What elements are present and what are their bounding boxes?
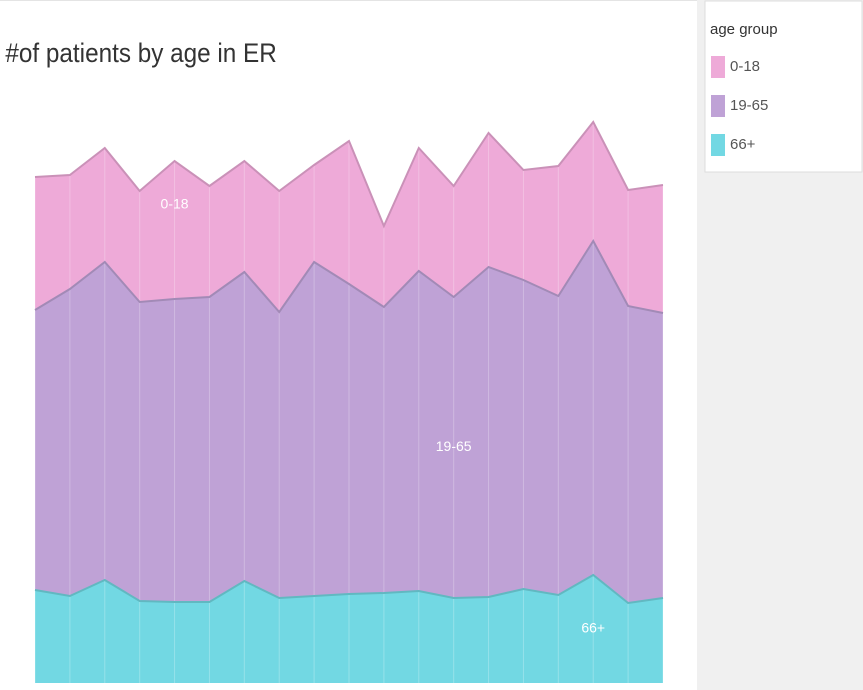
legend-swatch [711, 56, 725, 78]
legend-title: age group [710, 21, 778, 38]
area-line [34, 120, 664, 229]
area-label: 66+ [581, 620, 605, 636]
area-label: 0-18 [161, 196, 189, 212]
legend-swatch [711, 134, 725, 156]
area-label: 19-65 [436, 438, 472, 454]
legend-label: 0-18 [730, 58, 760, 75]
area-line [34, 239, 664, 314]
chart-title: #of patients by age in ER [5, 39, 276, 68]
area [35, 122, 663, 313]
area-line [34, 573, 664, 605]
legend-swatch [711, 95, 725, 117]
legend-label: 66+ [730, 136, 756, 153]
legend-box [704, 0, 863, 173]
area [35, 241, 663, 603]
legend-label: 19-65 [730, 97, 768, 114]
